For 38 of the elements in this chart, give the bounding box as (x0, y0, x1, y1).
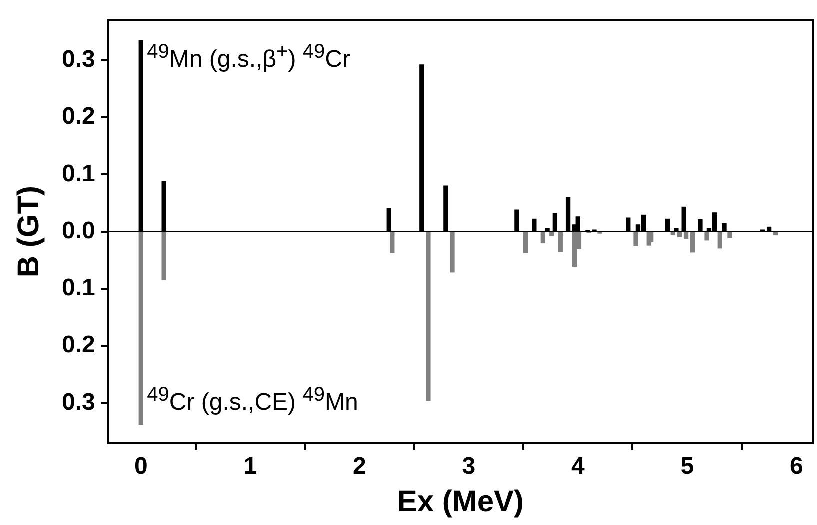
x-tick-label: 6 (790, 453, 804, 480)
y-tick-label: 0.3 (62, 46, 96, 74)
bar (690, 232, 696, 253)
x-tick-label: 3 (462, 453, 476, 480)
y-tick-label: 0.3 (62, 388, 96, 416)
bar (138, 232, 144, 426)
x-tick-label: 4 (571, 453, 586, 480)
bar (728, 232, 732, 238)
x-tick-label: 0 (134, 453, 148, 480)
bar (704, 232, 710, 241)
bar (774, 232, 778, 236)
bar (558, 232, 563, 252)
y-tick-label: 0.2 (62, 332, 96, 359)
bar (572, 232, 578, 267)
bar (523, 232, 528, 254)
bar (670, 232, 676, 236)
y-tick-label: 0.1 (62, 274, 96, 302)
bar (684, 232, 689, 239)
bar (718, 232, 722, 249)
bar (390, 232, 395, 254)
bar (540, 232, 546, 244)
bar (426, 232, 431, 402)
bar (677, 232, 682, 238)
y-tick-label: 0.2 (62, 103, 96, 130)
x-axis-title: Ex (MeV) (397, 485, 524, 518)
bar (162, 232, 166, 280)
bar (450, 232, 455, 273)
y-tick-label: 0.1 (62, 160, 96, 188)
bar (648, 232, 654, 242)
annotation: $^{49}$Mn (g.s.,β$^{+}$) $^{49}$Cr (147, 40, 350, 74)
annotation: $^{49}$Cr (g.s.,CE) $^{49}$Mn (147, 383, 358, 418)
y-axis-title: B (GT) (12, 186, 46, 278)
y-tick-label: 0.0 (62, 217, 96, 244)
bar (634, 232, 638, 246)
x-tick-label: 1 (244, 453, 258, 480)
x-tick-label: 2 (352, 453, 366, 480)
bar (550, 232, 554, 236)
x-tick-label: 5 (680, 453, 694, 480)
